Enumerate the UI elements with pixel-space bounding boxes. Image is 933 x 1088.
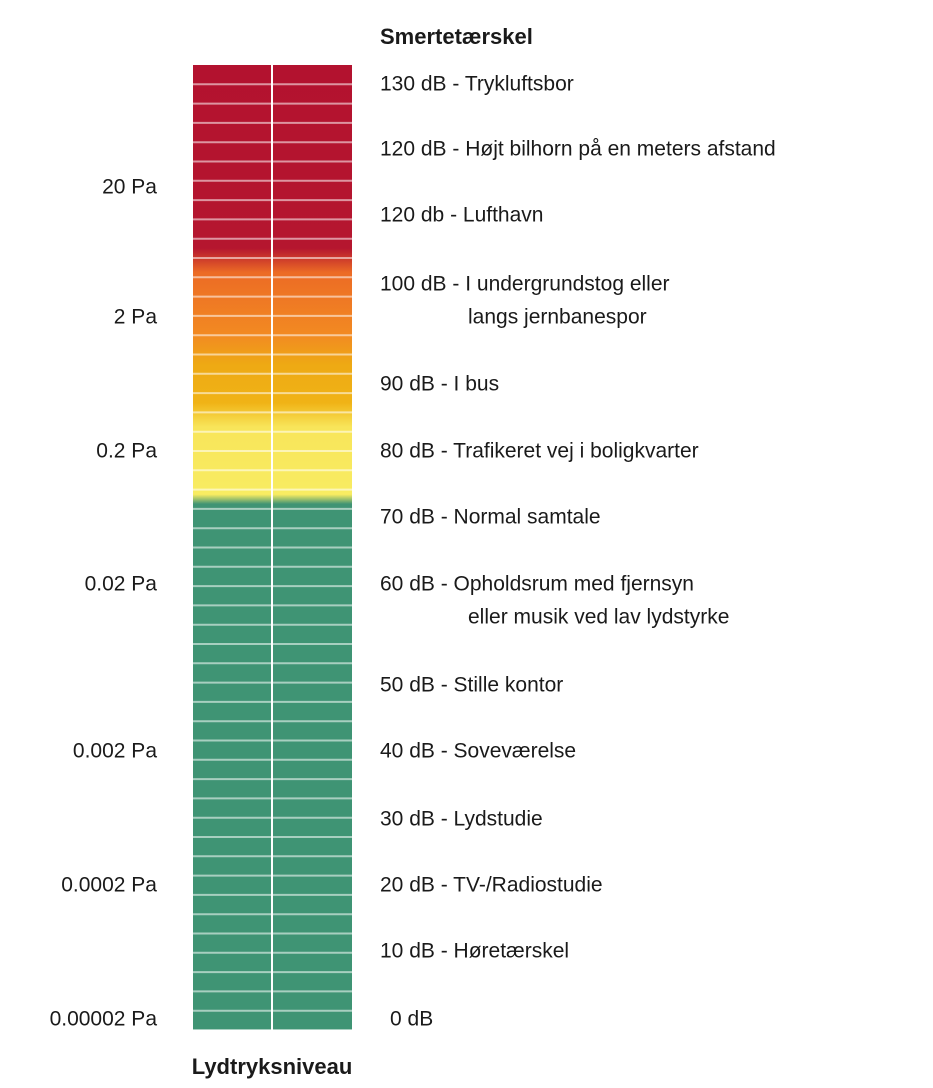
pressure-label: 0.002 Pa [73, 740, 157, 763]
pressure-label: 0.0002 Pa [61, 874, 157, 897]
level-label: 90 dB - I bus [380, 373, 499, 396]
level-label: 130 dB - Trykluftsbor [380, 73, 574, 96]
level-label-continuation: langs jernbanespor [468, 306, 647, 329]
pressure-label: 20 Pa [102, 176, 157, 199]
level-label: 30 dB - Lydstudie [380, 808, 543, 831]
level-label: 100 dB - I undergrundstog eller [380, 273, 670, 296]
pressure-label: 2 Pa [114, 306, 158, 329]
level-label: 120 db - Lufthavn [380, 204, 543, 227]
level-label: 40 dB - Soveværelse [380, 740, 576, 763]
level-label: 120 dB - Højt bilhorn på en meters afsta… [380, 138, 776, 161]
level-label: 60 dB - Opholdsrum med fjernsyn [380, 573, 694, 596]
level-label: 70 dB - Normal samtale [380, 506, 601, 529]
pressure-label: 0.2 Pa [96, 440, 157, 463]
level-label-continuation: eller musik ved lav lydstyrke [468, 606, 729, 629]
level-label: 20 dB - TV-/Radiostudie [380, 874, 603, 897]
level-label: 10 dB - Høretærskel [380, 940, 569, 963]
labels: 20 Pa 2 Pa 0.2 Pa 0.02 Pa 0.002 Pa 0.0002 Pa 0… [50, 73, 776, 1031]
title: Smertetærskel [380, 24, 533, 49]
pressure-label: 0.02 Pa [85, 573, 158, 596]
level-label: 0 dB [390, 1008, 433, 1031]
footer-label: Lydtryksniveau [192, 1054, 353, 1079]
level-label: 80 dB - Trafikeret vej i boligkvarter [380, 440, 699, 463]
level-label: 50 dB - Stille kontor [380, 674, 563, 697]
pressure-label: 0.00002 Pa [50, 1008, 158, 1031]
